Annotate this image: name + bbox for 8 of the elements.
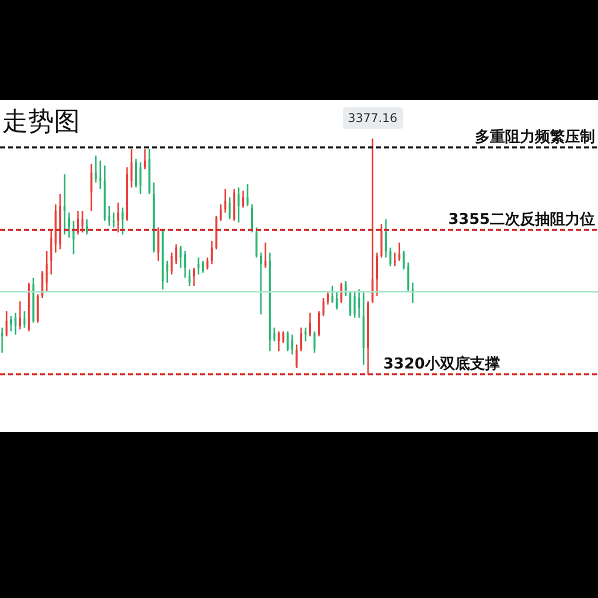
chart-title: 走势图 [2,106,80,139]
ref-line-label: 3355二次反抽阻力位 [448,210,595,228]
annotation: 3377.16 [342,106,403,129]
candlestick [112,212,115,228]
candlestick [14,312,17,335]
ref-line-label: 多重阻力频繁压制 [475,127,595,146]
ref-line-label: 3320小双底支撑 [383,354,500,372]
candlestick [193,268,196,286]
